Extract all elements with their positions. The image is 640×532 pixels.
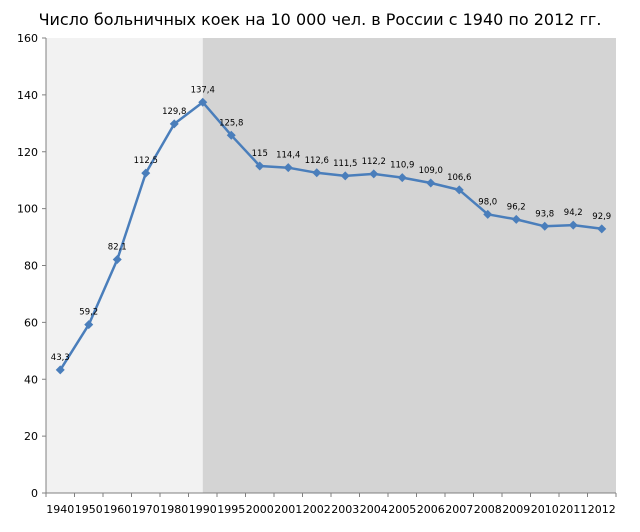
data-point [511,214,521,224]
data-label: 112,2 [362,157,386,167]
x-tick-label: 2000 [246,503,274,516]
data-point [597,224,607,234]
data-label: 94,2 [564,208,583,218]
x-tick-label: 2006 [417,503,445,516]
data-label: 82,1 [108,243,127,253]
x-tick-label: 1940 [46,503,74,516]
data-label: 106,6 [447,173,471,183]
x-tick-label: 2011 [559,503,587,516]
chart-title: Число больничных коек на 10 000 чел. в Р… [38,10,602,29]
series-line [59,101,602,371]
x-tick-label: 2002 [303,503,331,516]
data-label: 129,8 [162,107,186,117]
x-tick-label: 1980 [160,503,188,516]
data-label: 137,4 [191,85,215,95]
data-point [340,171,350,181]
data-point [540,221,550,231]
data-label: 109,0 [419,166,443,176]
x-tick-label: 1950 [75,503,103,516]
data-label: 114,4 [276,151,300,161]
x-tick-label: 1990 [189,503,217,516]
data-point [426,178,436,188]
data-label: 59,2 [79,308,98,318]
y-tick-label: 160 [17,32,38,45]
data-point [226,130,236,140]
data-label: 125,8 [219,118,243,128]
data-point [568,220,578,230]
data-point [369,169,379,179]
y-tick-label: 140 [17,89,38,102]
data-label: 98,0 [478,197,497,207]
data-point [84,320,94,330]
x-tick-label: 2010 [531,503,559,516]
data-label: 93,8 [535,209,554,219]
x-tick-label: 2009 [502,503,530,516]
x-tick-label: 2001 [274,503,302,516]
x-tick-label: 2007 [445,503,473,516]
x-tick-label: 2012 [588,503,616,516]
data-label: 112,6 [305,156,329,166]
y-tick-label: 40 [24,373,38,386]
plot-background-shaded [202,38,616,493]
data-point [255,161,265,171]
data-label: 112,5 [134,156,158,166]
x-tick-label: 2008 [474,503,502,516]
data-point [397,173,407,183]
data-label: 96,2 [507,202,526,212]
x-tick-label: 2004 [360,503,388,516]
data-point [312,168,322,178]
data-point [283,163,293,173]
data-point [483,209,493,219]
data-point [141,168,151,178]
data-point [198,97,208,107]
y-tick-label: 0 [31,487,38,500]
y-tick-label: 80 [24,260,38,273]
x-tick-label: 1970 [132,503,160,516]
x-tick-label: 2003 [331,503,359,516]
data-label: 111,5 [333,159,357,169]
data-label: 115 [252,149,268,159]
y-tick-label: 100 [17,203,38,216]
plot-background-left [46,38,203,493]
data-point [55,365,65,375]
data-point [169,119,179,129]
data-label: 43,3 [51,353,70,363]
x-tick-label: 1995 [217,503,245,516]
y-tick-label: 60 [24,316,38,329]
data-point [112,255,122,265]
x-tick-label: 1960 [103,503,131,516]
data-label: 92,9 [592,212,611,222]
y-tick-label: 20 [24,430,38,443]
data-label: 110,9 [390,161,414,171]
data-point [454,185,464,195]
y-tick-label: 120 [17,146,38,159]
x-tick-label: 2005 [388,503,416,516]
